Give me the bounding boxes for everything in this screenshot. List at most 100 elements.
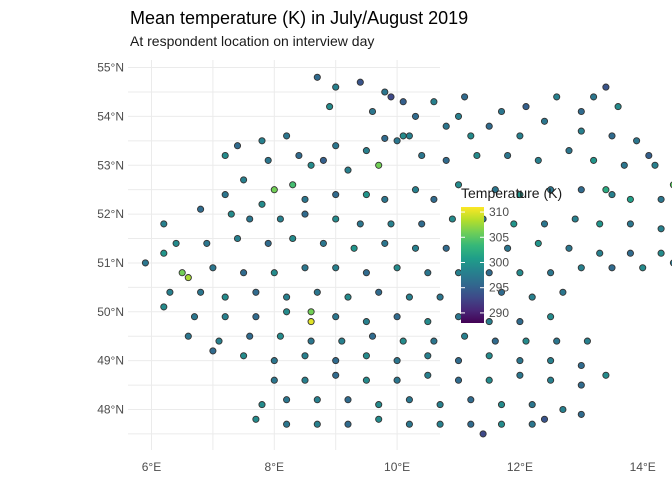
data-point [547,269,555,277]
y-tick-label: 51°N [97,256,124,270]
data-point [362,147,370,155]
y-tick-label: 55°N [97,61,124,75]
data-point [540,220,549,228]
data-point [209,347,217,355]
data-point [485,352,493,360]
data-point [534,239,542,247]
chart-title: Mean temperature (K) in July/August 2019 [130,8,468,28]
data-point [516,191,524,199]
data-point [577,107,585,116]
data-point [252,288,260,296]
data-point [516,357,524,365]
data-point [313,420,321,428]
data-point [608,264,616,272]
y-tick-label: 48°N [97,403,124,417]
data-point [221,151,229,160]
data-point [590,156,598,164]
data-point [301,195,309,203]
data-point [411,112,420,120]
data-point [258,401,266,409]
data-point [497,420,506,428]
data-point [399,132,407,140]
data-point [553,337,561,345]
data-point [491,186,499,194]
data-point [442,156,450,164]
data-point [467,396,475,404]
data-point [577,381,585,389]
data-point [424,269,432,277]
data-point [375,401,383,409]
data-point [559,288,567,296]
data-point [528,293,536,301]
data-point [246,332,254,340]
data-point [461,93,469,101]
data-point [160,220,168,228]
data-point [240,352,248,360]
data-point [381,88,389,96]
data-point [356,78,364,86]
y-axis-tick-labels: 48°N 49°N 50°N 51°N 52°N 53°N 54°N 55°N [97,61,124,417]
data-point [602,83,610,91]
legend-tick-label: 300 [489,255,509,269]
data-point [332,371,340,379]
data-point [516,371,524,379]
data-point [528,401,536,409]
data-point [473,151,481,160]
data-point [485,376,493,384]
data-point [454,181,463,189]
data-point [178,269,186,277]
data-point [485,269,493,277]
x-axis-tick-labels: 6°E 8°E 10°E 12°E 14°E [142,460,656,474]
data-point [301,376,309,384]
data-point [381,239,389,247]
legend-tick-label: 305 [489,230,509,244]
data-point [221,191,229,199]
data-point [516,269,524,277]
data-point [362,376,370,384]
data-point [356,220,364,228]
data-point [510,220,518,228]
data-point [540,415,549,423]
data-point [240,269,248,277]
data-point [399,98,407,106]
data-point [547,376,555,384]
data-point [332,191,340,199]
data-point [332,215,340,223]
chart-subtitle: At respondent location on interview day [130,33,374,49]
data-point [344,420,352,428]
data-point [553,93,561,101]
y-tick-label: 54°N [97,109,124,123]
data-point [626,195,634,203]
data-point [393,376,401,384]
data-point [497,401,506,409]
data-point [467,420,475,428]
data-point [596,220,604,228]
data-point [522,337,530,345]
data-point [283,293,291,301]
data-point [313,396,321,404]
data-point [405,420,413,428]
data-point [197,205,205,213]
data-point [559,405,567,414]
data-point [608,191,616,199]
data-point [319,239,327,247]
data-point [424,371,432,379]
data-point [190,313,199,321]
data-point [436,293,444,301]
data-point [184,274,192,282]
data-point [301,210,309,218]
data-point [577,127,585,135]
data-point [547,357,555,365]
data-point [362,191,370,199]
data-point [424,318,432,326]
data-point [172,239,180,247]
data-point [411,244,420,252]
legend-title: Temperature (K) [461,185,562,201]
data-point [565,147,573,155]
y-tick-label: 49°N [97,354,124,368]
x-tick-label: 6°E [142,460,161,474]
y-tick-label: 50°N [97,305,124,319]
data-point [485,318,493,326]
data-point [393,264,401,272]
data-point [184,332,192,340]
